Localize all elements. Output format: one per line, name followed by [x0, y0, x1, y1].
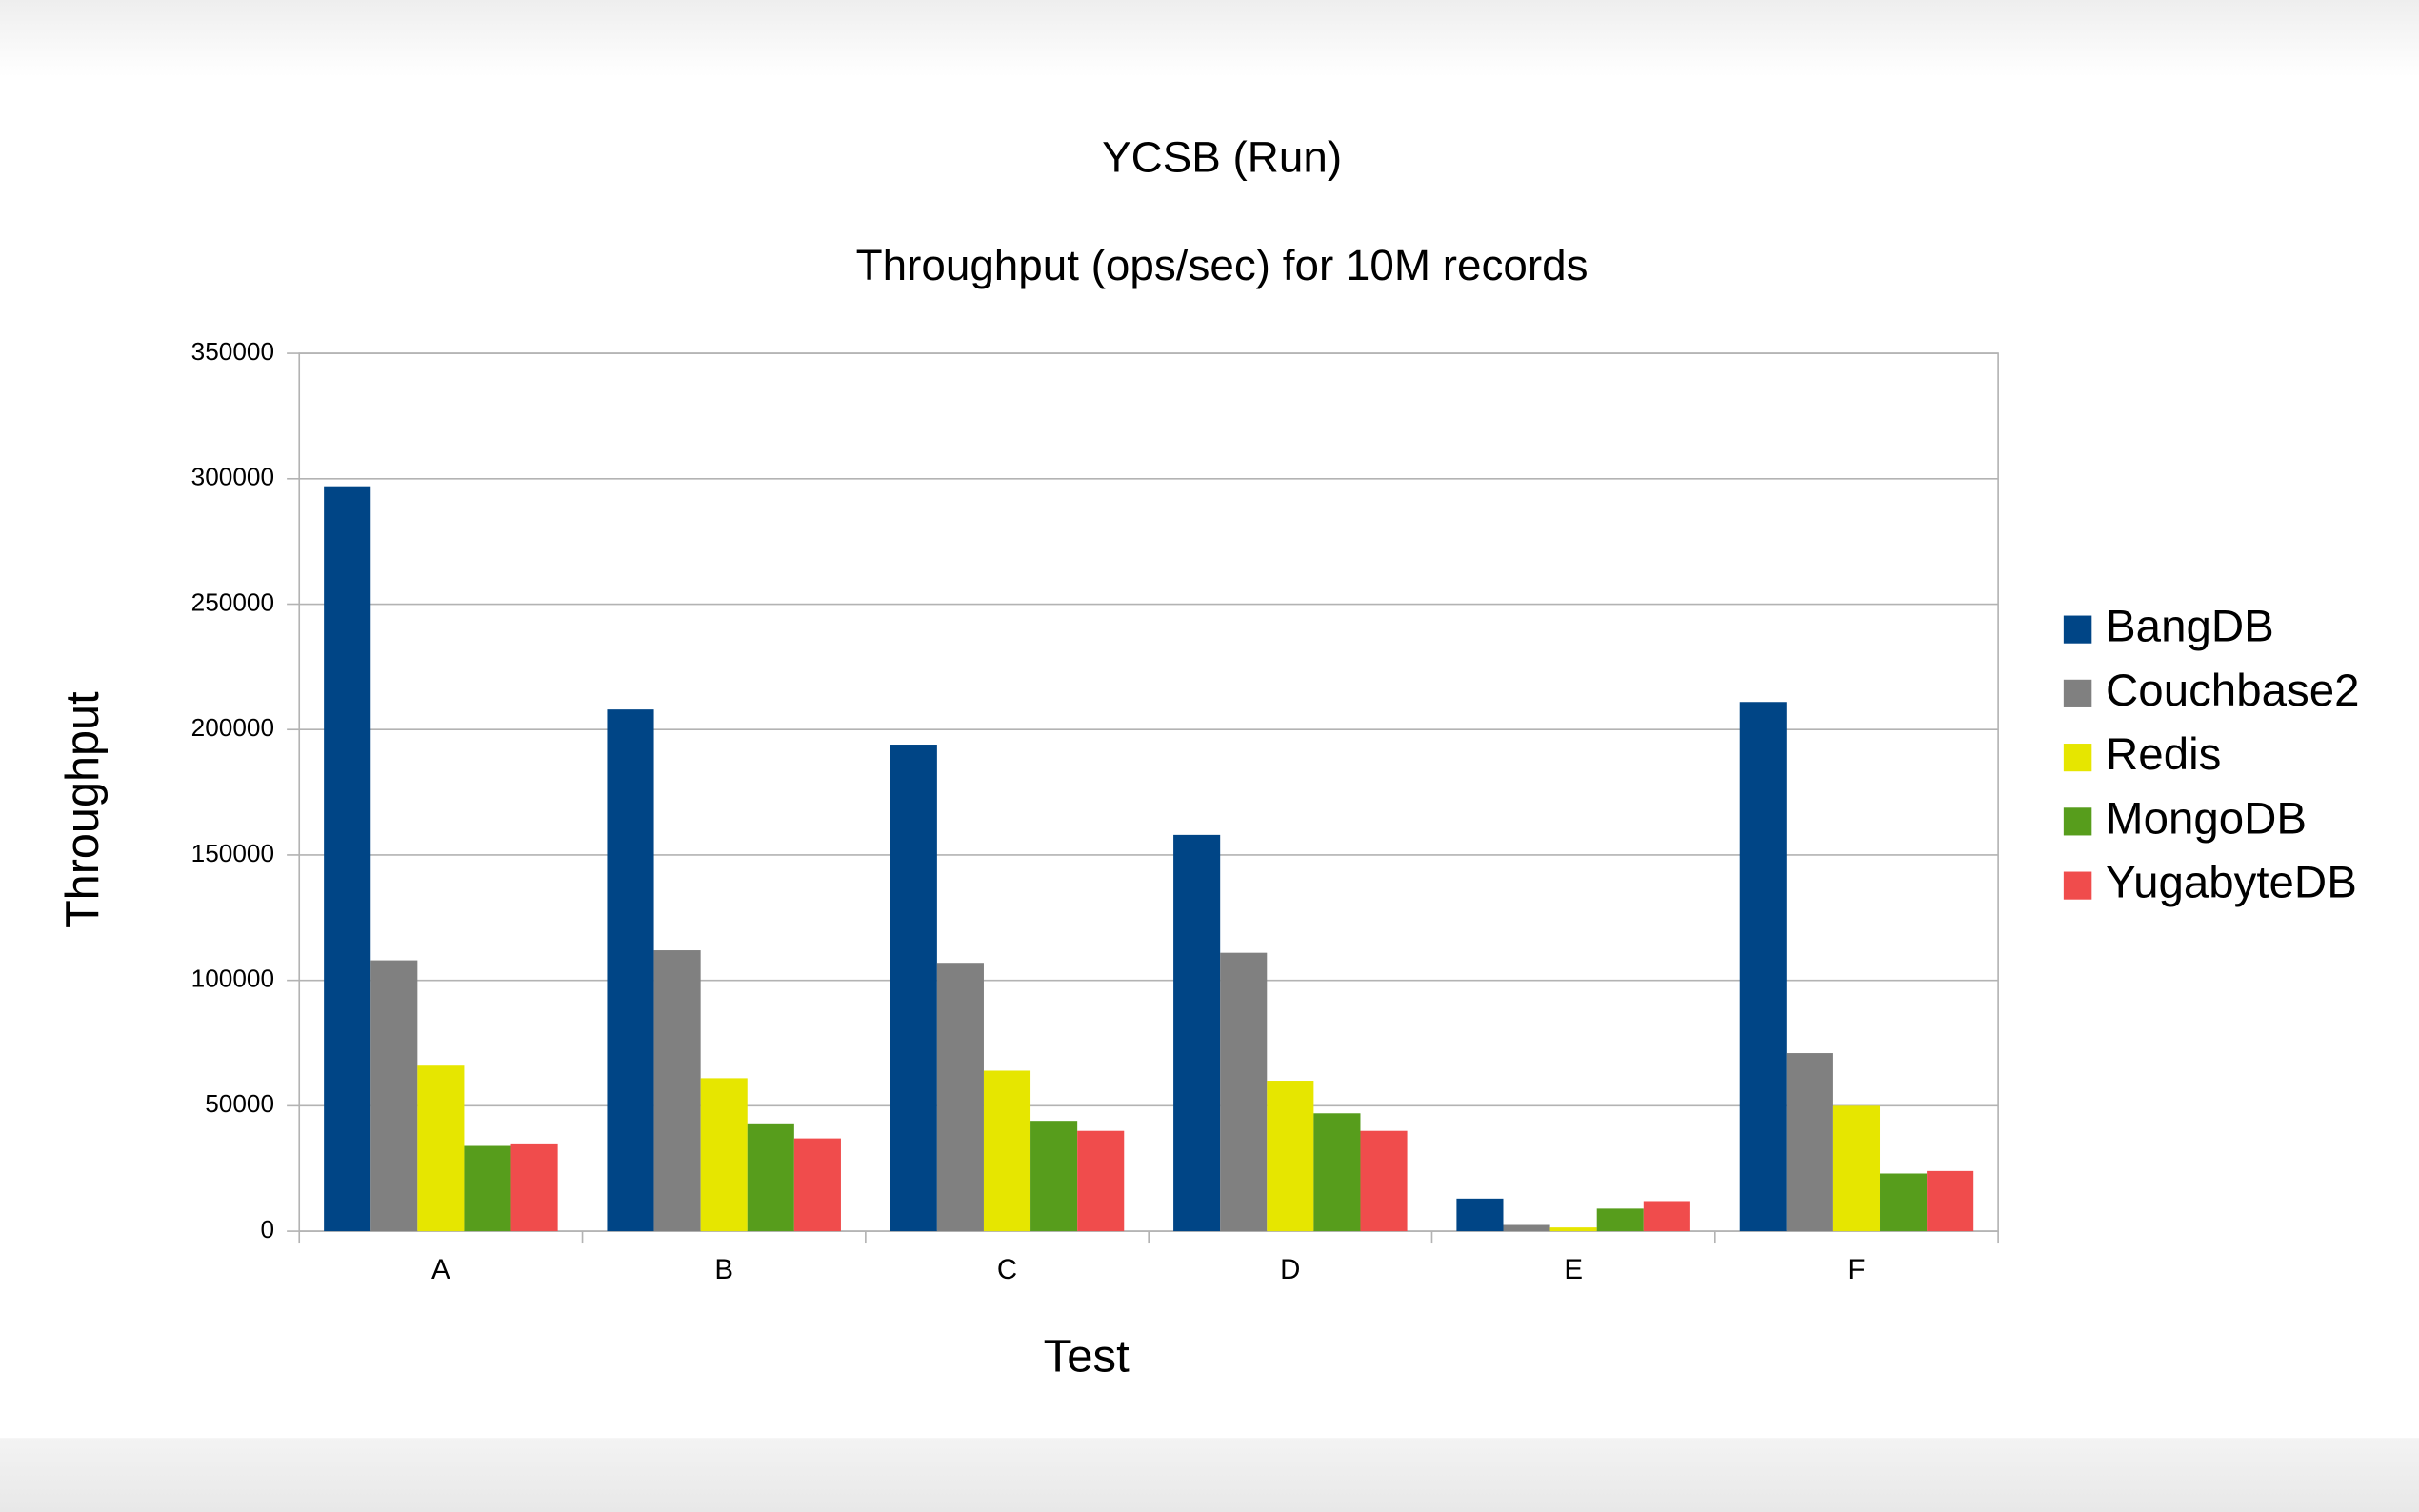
legend-label: Redis [2106, 729, 2221, 780]
bar [1220, 952, 1268, 1232]
bar [607, 709, 654, 1232]
bar [324, 486, 371, 1232]
y-tick-label: 250000 [191, 587, 274, 616]
y-tick-label: 0 [260, 1215, 274, 1243]
bar [1267, 1081, 1314, 1232]
bar [700, 1078, 748, 1232]
x-tick-label: F [1848, 1254, 1865, 1285]
bar [793, 1138, 841, 1232]
bar [653, 950, 701, 1232]
legend-swatch [2063, 807, 2092, 836]
bar [1360, 1130, 1408, 1232]
bar [1927, 1170, 1974, 1232]
y-tick-label: 350000 [191, 337, 274, 366]
top-shade [0, 0, 2419, 78]
y-tick-label: 300000 [191, 463, 274, 491]
x-tick-label: C [997, 1254, 1017, 1285]
legend-label: MongoDB [2106, 793, 2307, 844]
x-tick-label: A [431, 1254, 450, 1285]
y-tick-label: 50000 [205, 1089, 274, 1118]
y-tick-label: 100000 [191, 965, 274, 993]
legend-swatch [2063, 615, 2092, 644]
bar [1832, 1105, 1881, 1232]
legend-swatch [2063, 744, 2092, 772]
bar [464, 1145, 511, 1232]
bar [1030, 1121, 1078, 1232]
bar [1739, 702, 1787, 1232]
chart-title: YCSB (Run) [1102, 133, 1342, 182]
chart-subtitle: Throughput (ops/sec) for 10M records [856, 241, 1589, 289]
y-axis-title: Throughput [57, 691, 109, 928]
bar [1549, 1227, 1597, 1232]
legend-swatch [2063, 871, 2092, 900]
legend-label: BangDB [2106, 602, 2274, 652]
bar [1786, 1053, 1833, 1232]
y-tick-label: 150000 [191, 839, 274, 867]
legend-label: Couchbase2 [2106, 666, 2359, 716]
bar [1173, 834, 1221, 1232]
x-tick-label: D [1280, 1254, 1300, 1285]
bar [1503, 1224, 1550, 1232]
bar [890, 745, 937, 1232]
legend-label: YugabyteDB [2106, 858, 2357, 908]
bar [510, 1143, 558, 1232]
bar [1456, 1198, 1504, 1232]
bar [370, 960, 418, 1232]
x-tick-label: E [1564, 1254, 1583, 1285]
x-tick-label: B [714, 1254, 733, 1285]
bar [1313, 1113, 1361, 1232]
bar [1643, 1201, 1690, 1232]
bar [417, 1065, 465, 1232]
bar [1880, 1173, 1928, 1232]
bar [1596, 1208, 1644, 1232]
bar [983, 1070, 1031, 1232]
bottom-shade [0, 1438, 2419, 1512]
legend-swatch [2063, 679, 2092, 707]
bar [1077, 1130, 1125, 1232]
x-axis-title: Test [1044, 1331, 1130, 1383]
bar [936, 963, 984, 1232]
y-tick-label: 200000 [191, 713, 274, 742]
bar [747, 1123, 794, 1232]
